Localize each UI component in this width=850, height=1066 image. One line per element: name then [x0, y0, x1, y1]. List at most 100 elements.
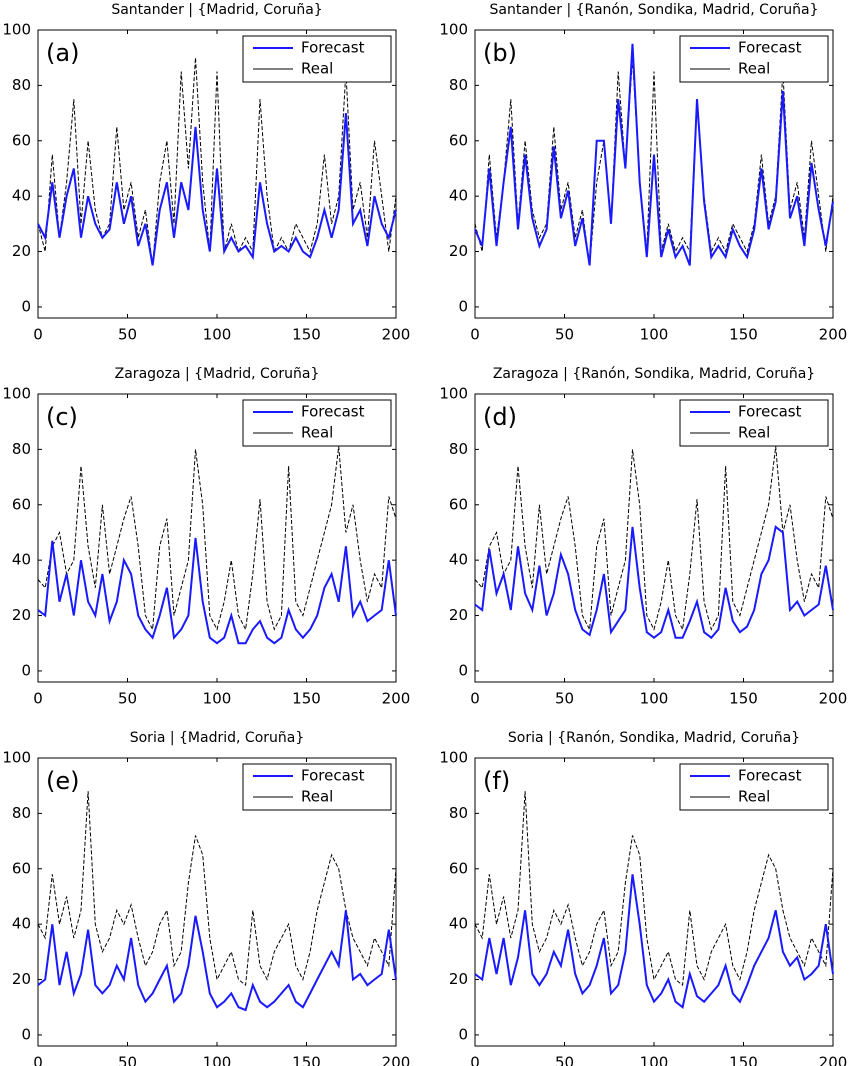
legend-label: Forecast [738, 403, 802, 421]
y-tick-label: 100 [439, 749, 468, 767]
x-tick-label: 200 [382, 326, 411, 344]
x-tick-label: 150 [292, 326, 321, 344]
legend-label: Forecast [301, 767, 365, 785]
series-line [37, 910, 397, 1012]
x-tick-label: 150 [292, 690, 321, 708]
chart-title: Santander | {Ranón, Sondika, Madrid, Cor… [489, 2, 818, 18]
x-tick-label: 150 [292, 1054, 321, 1066]
series-line [37, 791, 397, 987]
x-tick-label: 50 [118, 690, 137, 708]
series-line [474, 791, 834, 987]
y-tick-label: 100 [2, 21, 31, 39]
y-tick-label: 80 [449, 76, 468, 94]
series-line [474, 57, 834, 266]
x-tick-label: 150 [729, 326, 758, 344]
panel-label: (d) [483, 403, 517, 431]
legend-box [242, 763, 392, 811]
y-tick-label: 80 [12, 804, 31, 822]
y-tick-label: 100 [439, 21, 468, 39]
legend-label: Real [301, 424, 333, 442]
y-tick-label: 40 [449, 551, 468, 569]
x-tick-label: 0 [33, 326, 43, 344]
x-tick-label: 100 [640, 690, 669, 708]
y-tick-label: 100 [2, 749, 31, 767]
legend-label: Forecast [301, 39, 365, 57]
y-tick-label: 0 [458, 297, 468, 315]
series-line [474, 446, 834, 632]
series-line [474, 525, 834, 640]
series-line [474, 874, 834, 1009]
legend-label: Real [301, 788, 333, 806]
x-tick-label: 0 [470, 690, 480, 708]
legend-box [242, 35, 392, 83]
y-tick-label: 80 [449, 440, 468, 458]
chart-title: Soria | {Ranón, Sondika, Madrid, Coruña} [508, 730, 800, 746]
y-tick-label: 60 [449, 859, 468, 877]
panel-label: (b) [483, 39, 517, 67]
y-tick-label: 0 [458, 1025, 468, 1043]
y-tick-label: 40 [449, 187, 468, 205]
x-tick-label: 200 [819, 1054, 848, 1066]
x-tick-label: 200 [382, 690, 411, 708]
series-line [37, 537, 397, 645]
x-tick-label: 150 [729, 1054, 758, 1066]
legend-box [679, 35, 829, 83]
y-tick-label: 60 [449, 131, 468, 149]
x-tick-label: 100 [640, 1054, 669, 1066]
legend-label: Forecast [738, 767, 802, 785]
x-tick-label: 50 [118, 326, 137, 344]
y-tick-label: 0 [21, 297, 31, 315]
y-tick-label: 20 [449, 606, 468, 624]
y-tick-label: 60 [12, 859, 31, 877]
x-tick-label: 0 [33, 690, 43, 708]
panel-label: (e) [46, 767, 80, 795]
x-tick-label: 50 [118, 1054, 137, 1066]
series-line [37, 113, 397, 266]
x-tick-label: 200 [819, 690, 848, 708]
chart-title: Soria | {Madrid, Coruña} [130, 730, 305, 746]
y-tick-label: 40 [12, 187, 31, 205]
y-tick-label: 0 [21, 1025, 31, 1043]
x-tick-label: 0 [33, 1054, 43, 1066]
y-tick-label: 100 [439, 385, 468, 403]
y-tick-label: 80 [12, 76, 31, 94]
x-tick-label: 150 [729, 690, 758, 708]
chart-title: Zaragoza | {Madrid, Coruña} [115, 366, 320, 382]
y-tick-label: 20 [12, 606, 31, 624]
x-tick-label: 100 [640, 326, 669, 344]
panel-label: (a) [46, 39, 79, 67]
legend-label: Forecast [301, 403, 365, 421]
y-tick-label: 20 [449, 970, 468, 988]
y-tick-label: 60 [12, 495, 31, 513]
x-tick-label: 0 [470, 326, 480, 344]
legend-box [679, 763, 829, 811]
panel-label: (f) [483, 767, 510, 795]
y-tick-label: 40 [449, 915, 468, 933]
legend-label: Real [301, 60, 333, 78]
x-tick-label: 50 [555, 326, 574, 344]
y-tick-label: 100 [2, 385, 31, 403]
series-line [474, 43, 834, 266]
x-tick-label: 50 [555, 690, 574, 708]
legend-label: Real [738, 788, 770, 806]
legend-label: Real [738, 424, 770, 442]
y-tick-label: 20 [12, 970, 31, 988]
y-tick-label: 0 [21, 661, 31, 679]
x-tick-label: 100 [203, 1054, 232, 1066]
y-tick-label: 20 [12, 242, 31, 260]
series-line [37, 446, 397, 632]
y-tick-label: 0 [458, 661, 468, 679]
x-tick-label: 100 [203, 326, 232, 344]
legend-box [242, 399, 392, 447]
x-tick-label: 50 [555, 1054, 574, 1066]
x-tick-label: 200 [382, 1054, 411, 1066]
y-tick-label: 80 [449, 804, 468, 822]
legend-label: Forecast [738, 39, 802, 57]
y-tick-label: 60 [12, 131, 31, 149]
chart-title: Santander | {Madrid, Coruña} [111, 2, 322, 18]
y-tick-label: 40 [12, 915, 31, 933]
x-tick-label: 200 [819, 326, 848, 344]
y-tick-label: 20 [449, 242, 468, 260]
y-tick-label: 40 [12, 551, 31, 569]
